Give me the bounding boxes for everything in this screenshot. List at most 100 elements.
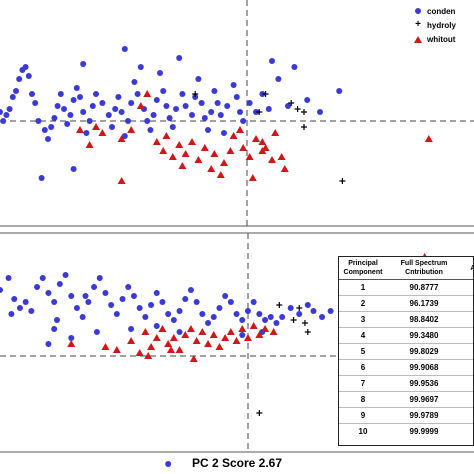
- circle-data-point: [233, 311, 240, 317]
- triangle-marker-icon: [412, 35, 424, 43]
- circle-data-point: [73, 85, 80, 91]
- circle-data-point: [85, 299, 92, 305]
- triangle-data-point: [136, 102, 145, 109]
- triangle-data-point: [229, 132, 238, 139]
- circle-data-point: [210, 314, 217, 320]
- triangle-data-point: [261, 325, 270, 332]
- plus-data-point: [301, 320, 308, 326]
- circle-data-point: [121, 133, 128, 139]
- circle-data-point: [9, 94, 16, 100]
- extra-cell: [461, 407, 473, 424]
- circle-data-point: [39, 275, 46, 281]
- circle-data-point: [54, 317, 60, 323]
- circle-data-point: [0, 118, 7, 124]
- circle-data-point: [239, 332, 246, 338]
- component-number-cell: 5: [339, 343, 387, 360]
- circle-data-point: [265, 106, 272, 112]
- component-number-cell: 10: [339, 423, 387, 439]
- legend-entry-hydrolyzed: + hydroly: [412, 18, 474, 32]
- header-truncated: An: [461, 257, 473, 280]
- circle-data-point: [279, 314, 286, 320]
- circle-data-point: [48, 124, 55, 130]
- circle-data-point: [3, 112, 10, 118]
- circle-data-point: [136, 305, 143, 311]
- circle-data-point: [113, 311, 120, 317]
- legend: conden + hydroly whitout: [412, 4, 474, 54]
- circle-data-point: [45, 136, 51, 142]
- circle-data-point: [165, 461, 172, 467]
- plus-data-point: [339, 178, 346, 184]
- circle-data-point: [233, 94, 240, 100]
- triangle-data-point: [85, 141, 94, 148]
- circle-data-point: [25, 73, 32, 79]
- triangle-data-point: [236, 126, 244, 133]
- triangle-data-point: [101, 343, 110, 350]
- circle-data-point: [169, 124, 176, 130]
- triangle-data-point: [117, 177, 126, 184]
- triangle-data-point: [159, 147, 168, 154]
- triangle-data-point: [141, 328, 150, 335]
- circle-data-point: [250, 299, 257, 305]
- component-number-cell: 7: [339, 375, 387, 392]
- circle-data-point: [237, 109, 243, 115]
- circle-data-point: [96, 275, 103, 281]
- triangle-data-point: [238, 325, 247, 332]
- circle-data-point: [163, 103, 170, 109]
- contribution-cell: 90.8777: [387, 279, 461, 296]
- circle-data-point: [296, 311, 303, 317]
- circle-data-point: [287, 305, 294, 311]
- circle-data-point: [327, 308, 334, 314]
- triangle-data-point: [143, 90, 152, 97]
- component-number-cell: 2: [339, 295, 387, 312]
- table-row: 6 99.9068: [339, 359, 473, 376]
- extra-cell: [461, 327, 473, 344]
- circle-data-point: [176, 308, 183, 314]
- triangle-data-point: [189, 355, 198, 362]
- circle-data-point: [230, 82, 237, 88]
- circle-data-point: [38, 175, 45, 181]
- circle-data-point: [109, 124, 115, 130]
- circle-data-point: [6, 106, 13, 112]
- circle-data-point: [201, 115, 208, 121]
- triangle-data-point: [232, 337, 241, 344]
- circle-data-point: [45, 290, 52, 296]
- triangle-data-point: [127, 337, 136, 344]
- circle-data-point: [267, 314, 274, 320]
- circle-data-point: [179, 91, 186, 97]
- extra-cell: [461, 375, 473, 392]
- circle-data-point: [150, 112, 157, 118]
- circle-data-point: [246, 100, 253, 106]
- circle-data-point: [13, 88, 19, 94]
- circle-data-point: [16, 76, 23, 82]
- circle-data-point: [211, 88, 218, 94]
- triangle-data-point: [216, 171, 225, 178]
- triangle-data-point: [424, 135, 433, 142]
- circle-data-point: [28, 308, 35, 314]
- circle-data-point: [93, 329, 100, 335]
- triangle-data-point: [194, 156, 203, 163]
- circle-data-point: [291, 64, 298, 70]
- triangle-data-point: [168, 153, 177, 160]
- circle-data-point: [157, 70, 163, 76]
- circle-data-point: [239, 317, 246, 323]
- variance-table-grid: Principal Component Full Spectrum Cntrib…: [339, 257, 473, 439]
- circle-data-point: [119, 296, 126, 302]
- circle-data-point: [35, 118, 42, 124]
- circle-data-point: [73, 305, 80, 311]
- plus-data-point: [294, 106, 301, 112]
- plus-marker-icon: +: [415, 19, 421, 30]
- circle-data-point: [159, 299, 166, 305]
- triangle-data-point: [280, 165, 289, 172]
- circle-data-point: [144, 118, 151, 124]
- component-number-cell: 1: [339, 279, 387, 296]
- circle-data-point: [269, 58, 275, 64]
- triangle-data-point: [167, 346, 175, 353]
- circle-data-point: [189, 112, 195, 118]
- triangle-data-point: [271, 129, 280, 136]
- table-row: 1 90.8777: [339, 279, 473, 296]
- circle-data-point: [70, 97, 77, 103]
- circle-data-point: [108, 302, 115, 308]
- circle-data-point: [51, 115, 58, 121]
- circle-data-point: [128, 326, 135, 332]
